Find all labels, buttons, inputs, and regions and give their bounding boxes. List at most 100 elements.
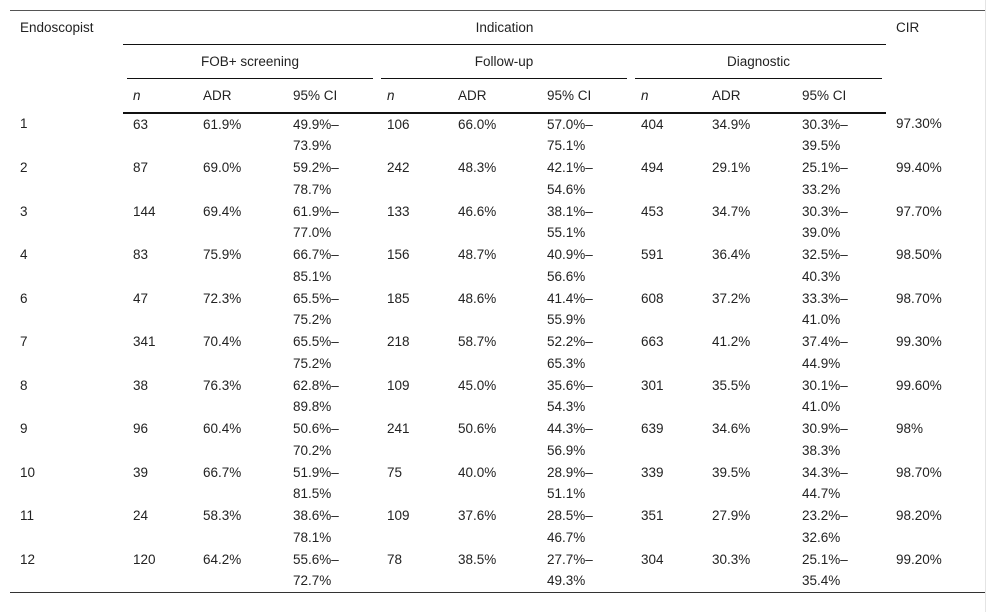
header-n: n — [123, 78, 193, 114]
cell-followup-adr: 46.6% — [458, 203, 497, 219]
cell-followup-ci: 28.5%–46.7% — [547, 508, 593, 545]
cell-diag-adr: 34.7% — [712, 203, 751, 219]
cell-diag-ci: 30.1%–41.0% — [802, 377, 848, 415]
cell-fob-ci: 50.6%–70.2% — [293, 421, 339, 458]
cell-diag-n: 301 — [641, 377, 664, 393]
cell-followup-n: 185 — [387, 290, 410, 306]
cell-diag-n: 404 — [641, 116, 664, 132]
cell-followup-adr: 40.0% — [458, 464, 497, 480]
cell-cir: 99.60% — [896, 377, 942, 393]
header-diagnostic: Diagnostic — [631, 45, 886, 79]
cell-diag-n: 639 — [641, 421, 664, 436]
cell-followup-adr: 48.7% — [458, 247, 497, 262]
cell-endoscopist: 6 — [20, 290, 28, 306]
cell-followup-n: 133 — [387, 203, 410, 219]
cell-cir: 97.70% — [896, 203, 942, 219]
header-adr: ADR — [193, 78, 283, 114]
cell-fob-n: 38 — [133, 377, 149, 393]
cell-cir: 99.20% — [896, 551, 942, 567]
table-row: 9 96 60.4% 50.6%–70.2% 241 50.6% 44.3%–56.9% 63… — [10, 418, 985, 462]
cell-followup-ci: 57.0%–75.1% — [547, 116, 593, 154]
cell-endoscopist: 7 — [20, 334, 28, 349]
cell-diag-ci: 37.4%–44.9% — [802, 334, 848, 371]
cell-endoscopist: 9 — [20, 421, 28, 436]
cell-diag-adr: 34.9% — [712, 116, 751, 132]
cell-followup-adr: 48.3% — [458, 160, 497, 175]
header-indication: Indication — [123, 11, 886, 45]
cell-cir: 99.30% — [896, 334, 942, 349]
cell-diag-ci: 23.2%–32.6% — [802, 508, 848, 545]
cell-followup-adr: 58.7% — [458, 334, 497, 349]
cell-followup-ci: 44.3%–56.9% — [547, 421, 593, 458]
cell-diag-ci: 30.9%–38.3% — [802, 421, 848, 458]
cell-endoscopist: 3 — [20, 203, 28, 219]
cell-followup-adr: 48.6% — [458, 290, 497, 306]
cell-fob-n: 83 — [133, 247, 149, 262]
cell-fob-adr: 60.4% — [203, 421, 242, 436]
table-row: 7 341 70.4% 65.5%–75.2% 218 58.7% 52.2%–65.3% 6… — [10, 331, 985, 375]
cell-diag-adr: 29.1% — [712, 160, 751, 175]
cell-fob-adr: 69.0% — [203, 160, 242, 175]
cell-diag-n: 663 — [641, 334, 664, 349]
cell-endoscopist: 1 — [20, 115, 28, 131]
cell-diag-adr: 34.6% — [712, 421, 751, 436]
cell-fob-ci: 65.5%–75.2% — [293, 334, 339, 371]
cell-fob-adr: 69.4% — [203, 203, 242, 219]
cell-followup-ci: 40.9%–56.6% — [547, 247, 593, 284]
cell-diag-n: 453 — [641, 203, 664, 219]
cell-cir: 98.70% — [896, 464, 942, 480]
cell-followup-n: 218 — [387, 334, 410, 349]
header-adr: ADR — [702, 78, 792, 114]
cell-fob-n: 341 — [133, 334, 156, 349]
cell-fob-n: 47 — [133, 290, 149, 306]
cell-diag-ci: 33.3%–41.0% — [802, 290, 848, 328]
cell-endoscopist: 8 — [20, 377, 28, 393]
cell-followup-n: 156 — [387, 247, 410, 262]
cell-fob-ci: 61.9%–77.0% — [293, 203, 339, 241]
cell-cir: 98.20% — [896, 508, 942, 523]
header-fob-screening: FOB+ screening — [123, 45, 377, 79]
table-row: 1 63 61.9% 49.9%–73.9% 106 66.0% 57.0%–75.1% 40… — [10, 113, 985, 158]
cell-fob-adr: 75.9% — [203, 247, 242, 262]
cell-fob-n: 120 — [133, 551, 156, 567]
table-row: 3 144 69.4% 61.9%–77.0% 133 46.6% 38.1%–55.1% 4… — [10, 201, 985, 245]
cell-cir: 98% — [896, 421, 924, 436]
cell-diag-ci: 25.1%–33.2% — [802, 160, 848, 197]
cell-diag-ci: 25.1%–35.4% — [802, 551, 848, 589]
header-ci: 95% CI — [792, 78, 886, 114]
cell-followup-n: 109 — [387, 377, 410, 393]
cell-followup-n: 242 — [387, 160, 410, 175]
cell-fob-adr: 72.3% — [203, 290, 242, 306]
header-ci: 95% CI — [537, 78, 631, 114]
cell-endoscopist: 4 — [20, 247, 28, 262]
cell-fob-adr: 70.4% — [203, 334, 242, 349]
cell-diag-adr: 41.2% — [712, 334, 751, 349]
cell-fob-ci: 59.2%–78.7% — [293, 160, 339, 197]
header-ci: 95% CI — [283, 78, 377, 114]
cell-fob-ci: 51.9%–81.5% — [293, 464, 339, 502]
cell-cir: 99.40% — [896, 160, 942, 175]
cell-diag-n: 351 — [641, 508, 664, 523]
cell-endoscopist: 12 — [20, 551, 36, 567]
table-row: 8 38 76.3% 62.8%–89.8% 109 45.0% 35.6%–54.3% 30… — [10, 375, 985, 419]
cell-diag-ci: 30.3%–39.5% — [802, 116, 848, 154]
table-row: 4 83 75.9% 66.7%–85.1% 156 48.7% 40.9%–56.6% 59… — [10, 244, 985, 288]
table-row: 12 120 64.2% 55.6%–72.7% 78 38.5% 27.7%–49.3% 3… — [10, 549, 985, 593]
cell-followup-n: 78 — [387, 551, 403, 567]
page-edge — [985, 0, 986, 612]
cell-followup-adr: 37.6% — [458, 508, 497, 523]
cell-cir: 98.50% — [896, 247, 942, 262]
cell-followup-n: 106 — [387, 116, 410, 132]
cell-fob-ci: 62.8%–89.8% — [293, 377, 339, 415]
cell-diag-adr: 36.4% — [712, 247, 751, 262]
cell-endoscopist: 2 — [20, 160, 28, 175]
cell-cir: 97.30% — [896, 115, 942, 131]
cell-followup-n: 75 — [387, 464, 403, 480]
header-cir: CIR — [896, 20, 920, 35]
cell-diag-ci: 30.3%–39.0% — [802, 203, 848, 241]
cell-followup-ci: 52.2%–65.3% — [547, 334, 593, 371]
cell-cir: 98.70% — [896, 290, 942, 306]
header-follow-up: Follow-up — [377, 45, 631, 79]
header-endoscopist: Endoscopist — [20, 20, 94, 35]
cell-fob-n: 144 — [133, 203, 156, 219]
